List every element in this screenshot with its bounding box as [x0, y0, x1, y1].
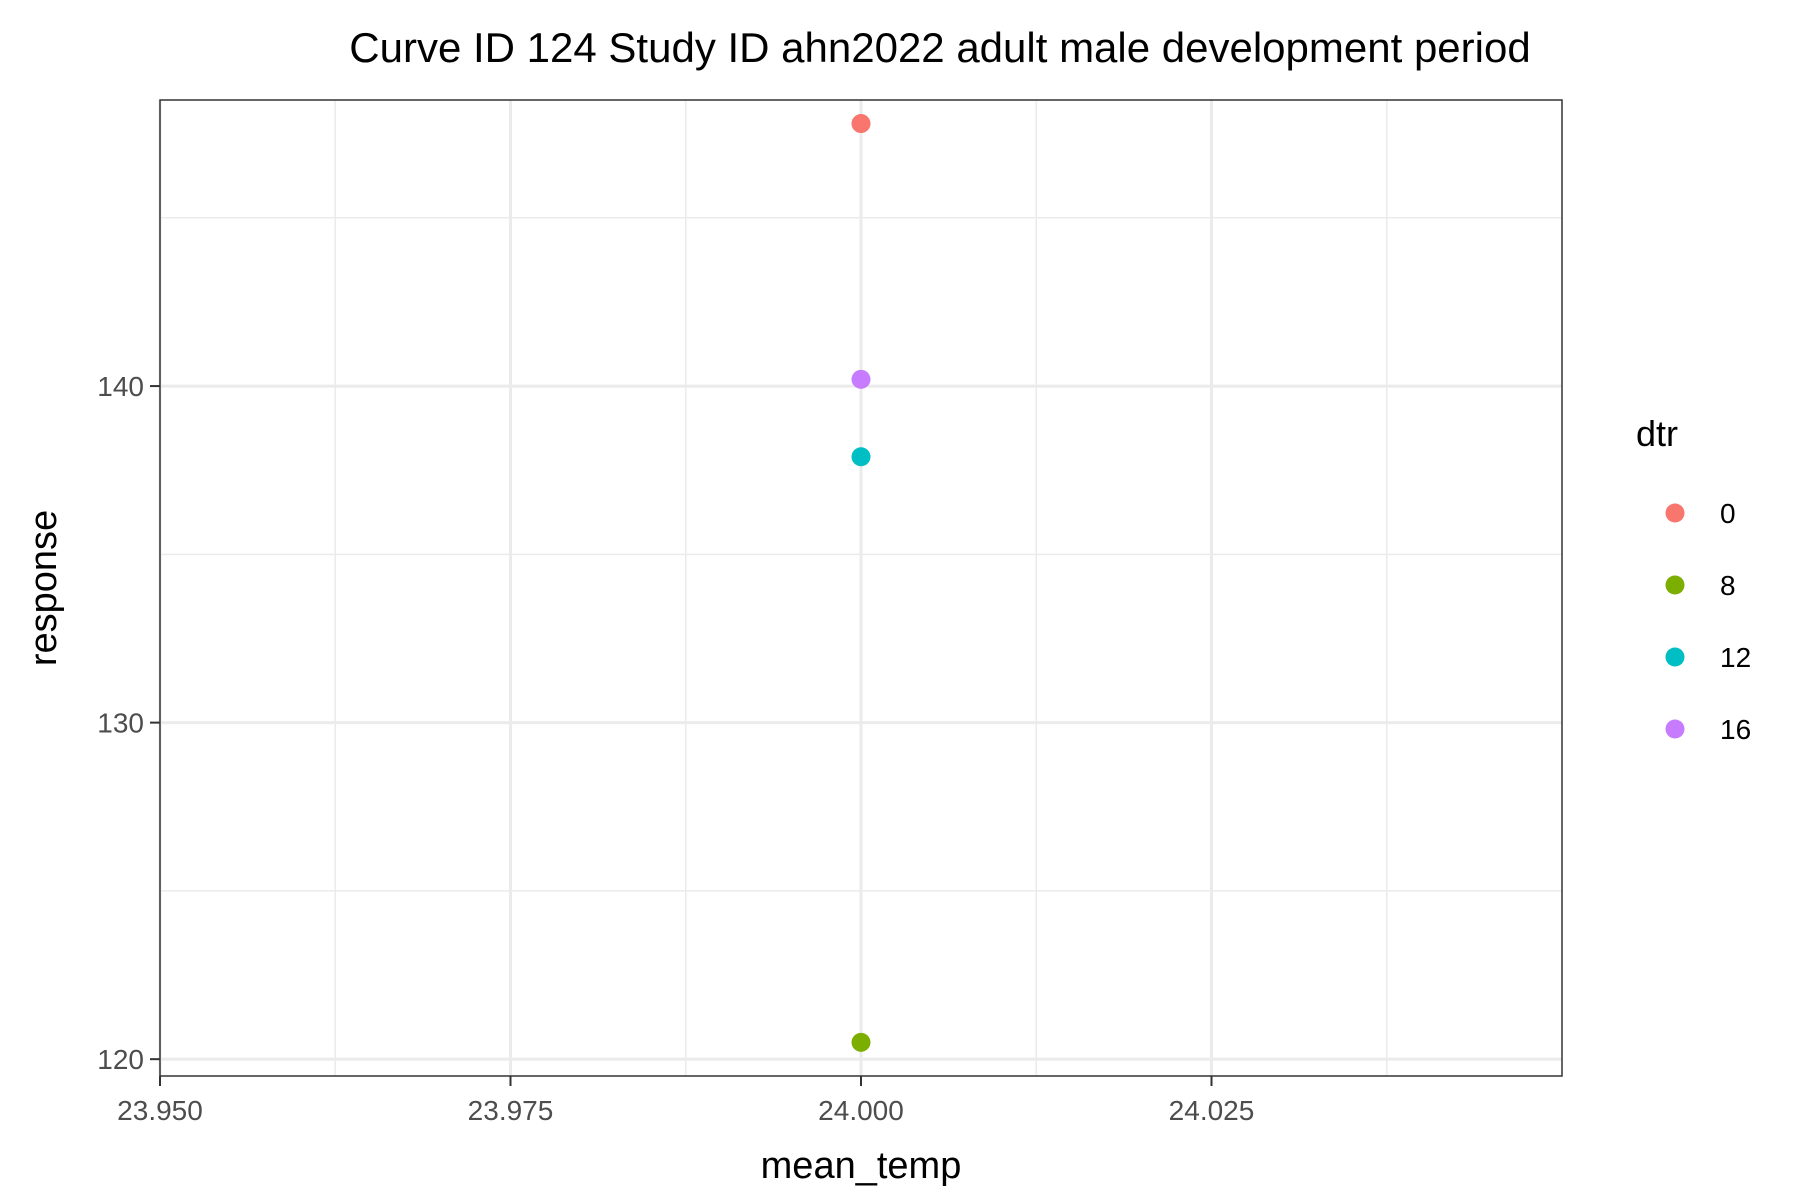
- legend-label-0: 0: [1720, 498, 1736, 529]
- legend-key-12: [1665, 647, 1685, 667]
- data-point-dtr-16: [851, 369, 871, 389]
- x-tick-label: 23.975: [468, 1095, 554, 1126]
- legend-label-8: 8: [1720, 570, 1736, 601]
- legend-key-8: [1665, 575, 1685, 595]
- legend-title: dtr: [1636, 413, 1678, 454]
- legend-key-16: [1665, 719, 1685, 739]
- data-points: [851, 114, 871, 1052]
- legend-key-0: [1665, 503, 1685, 523]
- grid-lines: [158, 100, 1562, 1076]
- legend-label-16: 16: [1720, 714, 1751, 745]
- legend-items: 0 8 12 16: [1665, 498, 1751, 745]
- legend-label-12: 12: [1720, 642, 1751, 673]
- y-axis-title: response: [23, 510, 65, 666]
- x-tick-label: 24.025: [1169, 1095, 1255, 1126]
- axis-ticks: 23.950 23.975 24.000 24.025 120 130 140: [97, 371, 1254, 1126]
- legend: dtr 0 8 12 16: [1636, 413, 1751, 745]
- x-tick-label: 23.950: [117, 1095, 203, 1126]
- y-tick-label: 140: [97, 371, 144, 402]
- chart-title: Curve ID 124 Study ID ahn2022 adult male…: [349, 24, 1530, 71]
- y-tick-label: 120: [97, 1044, 144, 1075]
- x-tick-label: 24.000: [818, 1095, 904, 1126]
- x-axis-title: mean_temp: [761, 1145, 962, 1187]
- y-tick-label: 130: [97, 708, 144, 739]
- data-point-dtr-8: [851, 1032, 871, 1052]
- data-point-dtr-0: [851, 114, 871, 134]
- data-point-dtr-12: [851, 447, 871, 467]
